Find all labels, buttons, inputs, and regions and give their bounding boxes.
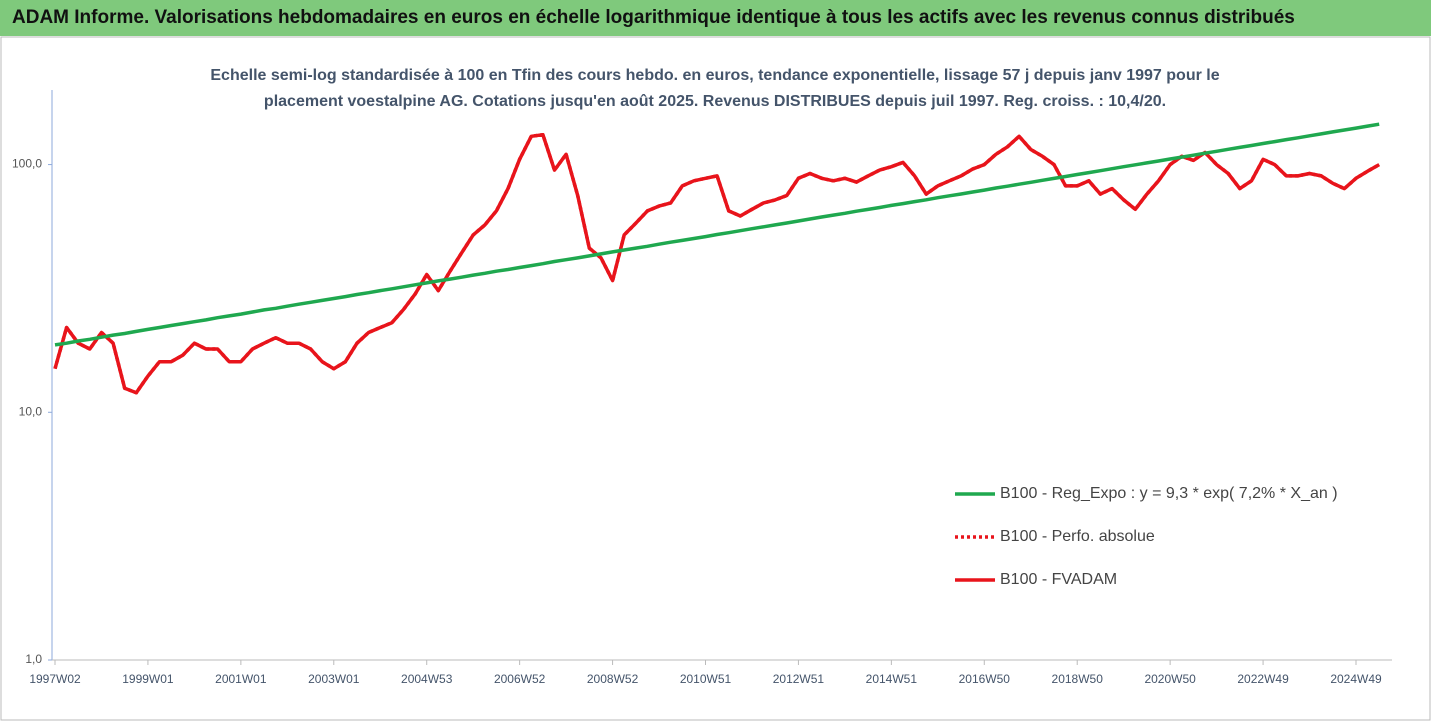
x-tick-label: 2014W51 (866, 672, 918, 686)
y-tick-label: 1,0 (25, 652, 42, 666)
x-tick-label: 2004W53 (401, 672, 453, 686)
x-tick-label: 2024W49 (1330, 672, 1382, 686)
legend-label: B100 - FVADAM (1000, 571, 1117, 588)
x-tick-label: 1999W01 (122, 672, 174, 686)
x-tick-label: 2006W52 (494, 672, 546, 686)
legend-label: B100 - Reg_Expo : y = 9,3 * exp( 7,2% * … (1000, 485, 1338, 502)
series-line (53, 132, 1381, 395)
x-tick-label: 2008W52 (587, 672, 639, 686)
series-line (54, 122, 1380, 347)
chart-frame (0, 36, 1431, 721)
header-title: ADAM Informe. Valorisations hebdomadaire… (0, 0, 1431, 36)
x-tick-label: 1997W02 (29, 672, 81, 686)
legend-label: B100 - Perfo. absolue (1000, 528, 1155, 545)
y-tick-label: 10,0 (19, 404, 43, 418)
x-tick-label: 2001W01 (215, 672, 267, 686)
x-tick-label: 2012W51 (773, 672, 825, 686)
series-line (53, 132, 1381, 395)
x-tick-label: 2010W51 (680, 672, 732, 686)
subtitle: placement voestalpine AG. Cotations jusq… (264, 93, 1166, 110)
x-tick-label: 2020W50 (1144, 672, 1196, 686)
y-tick-label: 100,0 (12, 157, 42, 171)
subtitle: Echelle semi-log standardisée à 100 en T… (210, 67, 1219, 84)
chart: Echelle semi-log standardisée à 100 en T… (0, 36, 1431, 721)
x-tick-label: 2018W50 (1052, 672, 1104, 686)
x-tick-label: 2022W49 (1237, 672, 1289, 686)
x-tick-label: 2016W50 (959, 672, 1011, 686)
x-tick-label: 2003W01 (308, 672, 360, 686)
